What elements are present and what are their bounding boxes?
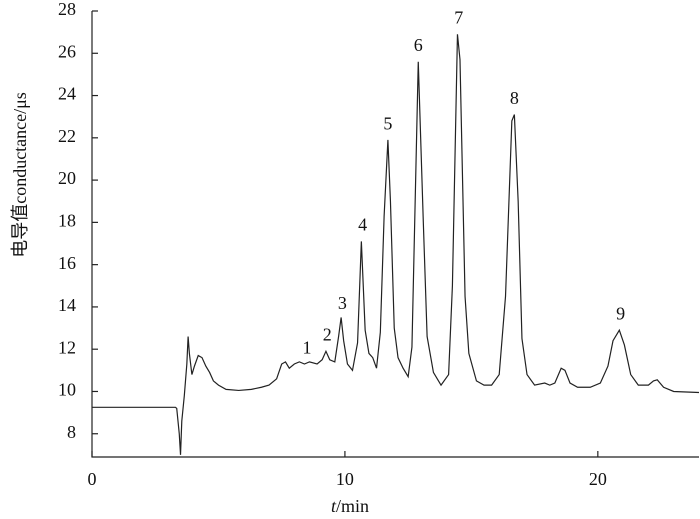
y-tick-label: 16 bbox=[58, 253, 76, 273]
y-tick-label: 28 bbox=[58, 0, 76, 19]
y-tick-label: 20 bbox=[58, 168, 76, 188]
x-tick-label: 20 bbox=[589, 469, 607, 489]
y-tick-label: 14 bbox=[58, 295, 76, 315]
y-axis-label: 电导值conductance/μs bbox=[10, 92, 30, 258]
x-axis-variable: t bbox=[331, 496, 337, 516]
x-tick-label: 0 bbox=[88, 469, 97, 489]
x-axis-label: t/min bbox=[331, 496, 369, 516]
peak-label: 8 bbox=[510, 88, 519, 108]
y-tick-label: 24 bbox=[58, 84, 76, 104]
y-tick-label: 22 bbox=[58, 126, 76, 146]
peak-label: 5 bbox=[383, 113, 392, 133]
y-tick-label: 26 bbox=[58, 41, 76, 61]
peak-label: 4 bbox=[358, 215, 367, 235]
y-tick-label: 18 bbox=[58, 210, 76, 230]
y-tick-label: 10 bbox=[58, 380, 76, 400]
x-tick-label: 10 bbox=[336, 469, 354, 489]
peak-label: 7 bbox=[454, 8, 463, 28]
trace bbox=[92, 34, 700, 455]
peak-label: 2 bbox=[323, 325, 332, 345]
axes bbox=[91, 11, 699, 458]
peak-label: 1 bbox=[302, 337, 311, 357]
peak-label: 9 bbox=[616, 304, 625, 324]
x-axis-unit: /min bbox=[336, 496, 369, 516]
y-tick-label: 12 bbox=[58, 337, 76, 357]
y-tick-label: 8 bbox=[67, 422, 76, 442]
peak-label: 6 bbox=[414, 35, 423, 55]
peak-label: 3 bbox=[338, 293, 347, 313]
